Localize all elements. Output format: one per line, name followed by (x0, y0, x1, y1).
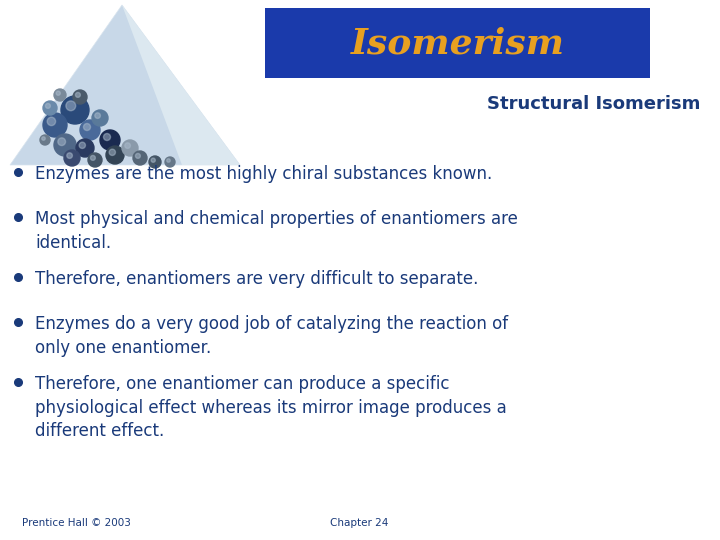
Text: Therefore, one enantiomer can produce a specific
physiological effect whereas it: Therefore, one enantiomer can produce a … (35, 375, 507, 440)
Text: Isomerism: Isomerism (351, 26, 564, 60)
Circle shape (95, 113, 100, 118)
Circle shape (67, 153, 73, 158)
Circle shape (100, 130, 120, 150)
Circle shape (48, 117, 55, 126)
Text: Therefore, enantiomers are very difficult to separate.: Therefore, enantiomers are very difficul… (35, 270, 478, 288)
FancyBboxPatch shape (265, 8, 650, 78)
Circle shape (106, 146, 124, 164)
Circle shape (149, 156, 161, 168)
Polygon shape (10, 5, 240, 165)
Circle shape (88, 153, 102, 167)
Circle shape (92, 110, 108, 126)
Circle shape (165, 157, 175, 167)
Circle shape (40, 135, 50, 145)
Circle shape (80, 120, 100, 140)
Polygon shape (122, 5, 240, 165)
Circle shape (54, 134, 76, 156)
Circle shape (58, 138, 66, 146)
Circle shape (42, 137, 45, 140)
Circle shape (43, 113, 67, 137)
Circle shape (133, 151, 147, 165)
Text: Structural Isomerism: Structural Isomerism (487, 95, 700, 113)
Circle shape (56, 91, 60, 95)
Circle shape (76, 139, 94, 157)
Circle shape (54, 89, 66, 101)
Circle shape (91, 156, 95, 160)
Circle shape (125, 143, 130, 148)
Circle shape (84, 124, 91, 131)
Circle shape (104, 133, 110, 140)
Text: Prentice Hall © 2003: Prentice Hall © 2003 (22, 518, 131, 528)
Text: Enzymes do a very good job of catalyzing the reaction of
only one enantiomer.: Enzymes do a very good job of catalyzing… (35, 315, 508, 356)
Circle shape (73, 90, 87, 104)
Circle shape (45, 104, 50, 109)
Text: Chapter 24: Chapter 24 (330, 518, 388, 528)
Text: Enzymes are the most highly chiral substances known.: Enzymes are the most highly chiral subst… (35, 165, 492, 183)
Circle shape (109, 149, 115, 156)
Circle shape (167, 159, 170, 162)
Circle shape (64, 150, 80, 166)
Circle shape (61, 96, 89, 124)
Circle shape (151, 158, 156, 163)
Circle shape (79, 142, 86, 149)
Circle shape (76, 92, 81, 97)
Circle shape (122, 140, 138, 156)
Circle shape (135, 153, 140, 158)
Circle shape (66, 101, 76, 111)
Circle shape (43, 101, 57, 115)
Text: Most physical and chemical properties of enantiomers are
identical.: Most physical and chemical properties of… (35, 210, 518, 252)
